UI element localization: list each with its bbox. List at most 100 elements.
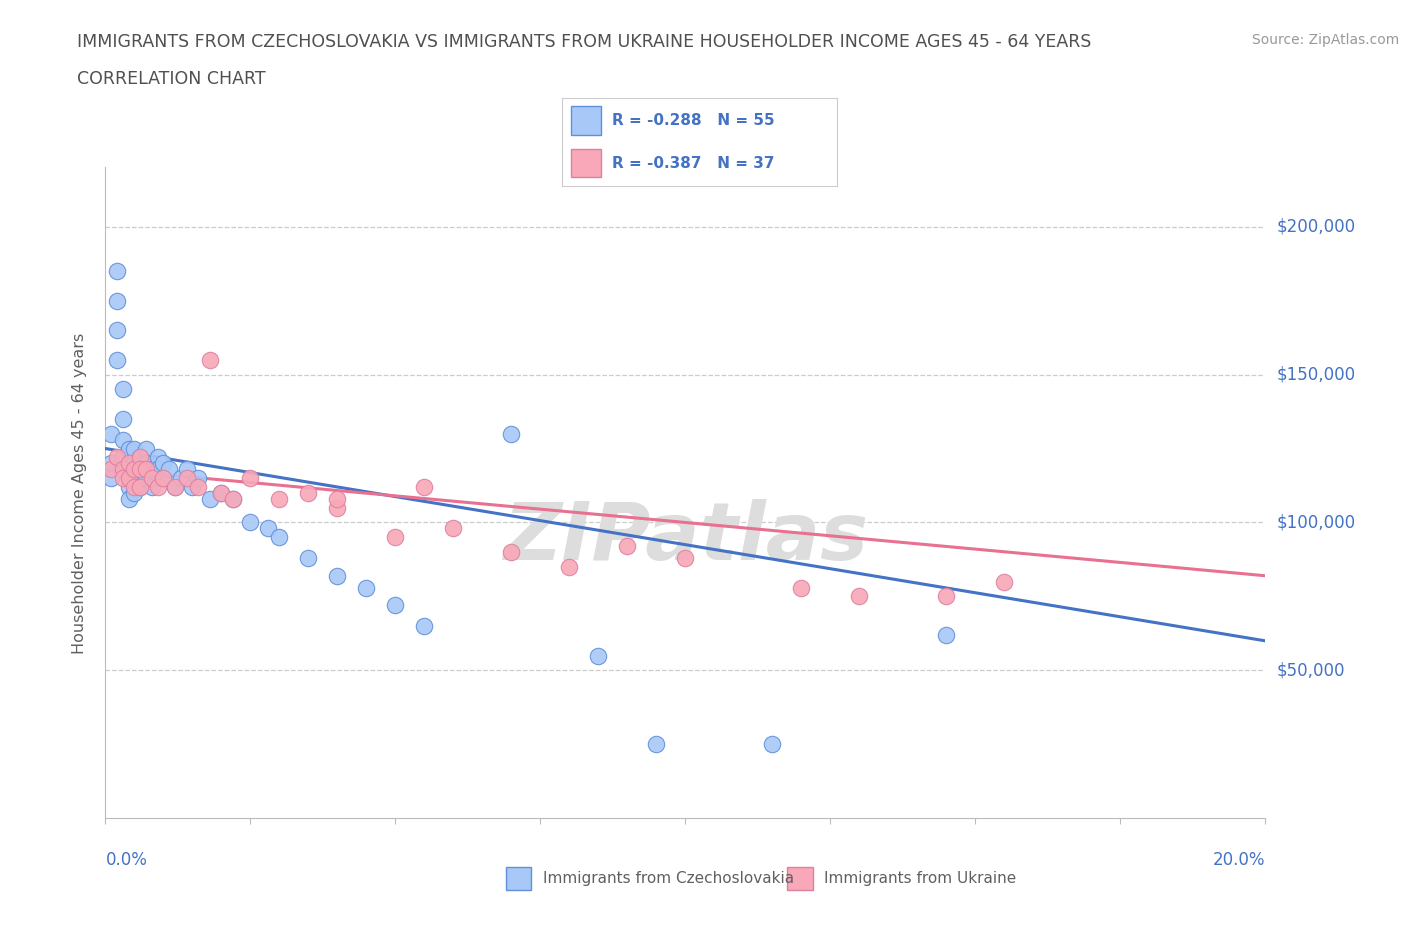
Point [198, 352, 221, 367]
Point [118, 456, 141, 471]
Text: R = -0.288   N = 55: R = -0.288 N = 55 [612, 113, 775, 128]
Point [993, 574, 1015, 589]
Point [124, 441, 146, 456]
Point [129, 480, 152, 495]
Point [124, 456, 146, 471]
Point [105, 352, 128, 367]
Text: ZIPatlas: ZIPatlas [503, 499, 868, 578]
Point [111, 382, 134, 397]
Point [384, 530, 406, 545]
Point [239, 471, 262, 485]
Point [413, 480, 436, 495]
Point [170, 471, 193, 485]
Point [152, 471, 174, 485]
FancyBboxPatch shape [571, 107, 600, 135]
Point [558, 560, 581, 575]
Point [181, 480, 204, 495]
Point [129, 450, 152, 465]
Point [761, 737, 783, 751]
Point [413, 618, 436, 633]
Point [129, 480, 152, 495]
Text: $50,000: $50,000 [1277, 661, 1346, 680]
Point [141, 462, 163, 477]
Point [935, 628, 957, 643]
Point [135, 462, 157, 477]
Point [256, 521, 278, 536]
Point [111, 432, 134, 447]
Text: 20.0%: 20.0% [1213, 851, 1265, 870]
Point [100, 426, 122, 441]
Point [297, 551, 319, 565]
Point [848, 589, 870, 604]
Point [441, 521, 464, 536]
FancyBboxPatch shape [571, 149, 600, 177]
Point [124, 485, 146, 500]
Point [152, 456, 174, 471]
Text: $100,000: $100,000 [1277, 513, 1357, 531]
Point [100, 462, 122, 477]
Point [187, 480, 209, 495]
Point [124, 480, 146, 495]
Point [176, 462, 198, 477]
Point [384, 598, 406, 613]
Point [501, 545, 523, 560]
Point [118, 491, 141, 506]
Point [326, 500, 349, 515]
Point [187, 471, 209, 485]
Text: $150,000: $150,000 [1277, 365, 1357, 383]
Point [141, 471, 163, 485]
Point [935, 589, 957, 604]
Point [105, 450, 128, 465]
Point [269, 491, 291, 506]
Point [222, 491, 245, 506]
Y-axis label: Householder Income Ages 45 - 64 years: Householder Income Ages 45 - 64 years [72, 332, 87, 654]
Point [141, 480, 163, 495]
Point [135, 456, 157, 471]
Point [163, 480, 186, 495]
Text: R = -0.387   N = 37: R = -0.387 N = 37 [612, 155, 775, 170]
Point [105, 293, 128, 308]
Point [198, 491, 221, 506]
Text: Immigrants from Czechoslovakia: Immigrants from Czechoslovakia [543, 871, 794, 886]
Text: 0.0%: 0.0% [105, 851, 148, 870]
Point [129, 450, 152, 465]
Text: CORRELATION CHART: CORRELATION CHART [77, 70, 266, 87]
Point [616, 538, 638, 553]
Point [100, 456, 122, 471]
Point [163, 480, 186, 495]
Point [326, 568, 349, 583]
Point [211, 485, 233, 500]
Point [588, 648, 610, 663]
Point [146, 480, 169, 495]
Point [157, 462, 180, 477]
Point [146, 462, 169, 477]
Point [111, 411, 134, 426]
Point [326, 491, 349, 506]
Text: $200,000: $200,000 [1277, 218, 1357, 235]
Point [118, 471, 141, 485]
Point [135, 471, 157, 485]
Point [124, 471, 146, 485]
Point [152, 471, 174, 485]
Point [111, 450, 134, 465]
Point [645, 737, 668, 751]
Point [118, 462, 141, 477]
Point [239, 515, 262, 530]
Point [129, 462, 152, 477]
Point [675, 551, 697, 565]
Point [105, 263, 128, 278]
Point [129, 462, 152, 477]
Point [124, 462, 146, 477]
Text: Source: ZipAtlas.com: Source: ZipAtlas.com [1251, 33, 1399, 46]
Point [118, 441, 141, 456]
Point [356, 580, 378, 595]
Point [129, 471, 152, 485]
Point [118, 480, 141, 495]
Text: Immigrants from Ukraine: Immigrants from Ukraine [824, 871, 1017, 886]
Point [269, 530, 291, 545]
Point [501, 426, 523, 441]
Point [111, 462, 134, 477]
Point [222, 491, 245, 506]
Point [111, 471, 134, 485]
Point [146, 450, 169, 465]
